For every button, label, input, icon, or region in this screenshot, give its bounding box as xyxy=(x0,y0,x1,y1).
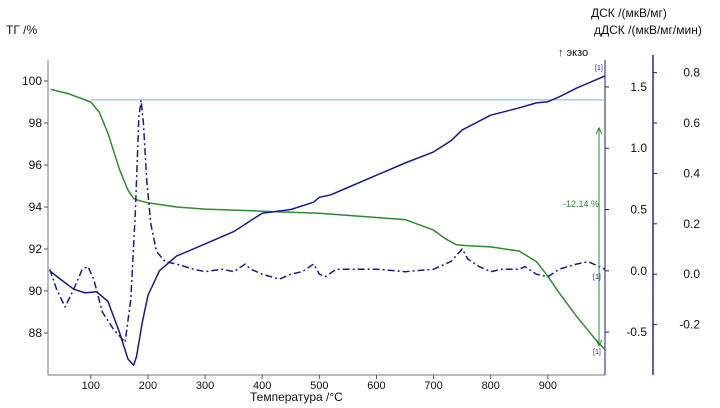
dsc-tick-label: -0.5 xyxy=(626,325,647,339)
tg-tick-label: 90 xyxy=(29,284,43,298)
dsc-tick-label: 1.0 xyxy=(630,141,647,155)
ddsc-axis-label: дДСК /(мкВ/мг/мин) xyxy=(594,23,702,37)
tg-series-line xyxy=(50,88,606,351)
tg-tick-label: 100 xyxy=(22,74,42,88)
tg-tick-label: 96 xyxy=(29,158,43,172)
ddsc-tick-label: 0.4 xyxy=(683,166,700,180)
ddsc-tick-label: 0.0 xyxy=(683,267,700,281)
x-axis-label: Температура /°C xyxy=(250,390,343,404)
x-tick-label: 400 xyxy=(253,380,271,392)
dsc-axis-label: ДСК /(мкВ/мг) xyxy=(591,6,667,20)
mass-loss-arrowhead-up xyxy=(595,126,603,135)
x-tick-label: 700 xyxy=(424,380,442,392)
ddsc-tick-label: -0.2 xyxy=(679,318,700,332)
dsc-series-line xyxy=(49,75,606,366)
dsc-tick-label: 0.5 xyxy=(630,203,647,217)
x-tick-label: 900 xyxy=(539,380,557,392)
tg-tick-label: 94 xyxy=(29,200,43,214)
tg-axis-label: ТГ /% xyxy=(6,23,37,37)
x-tick-label: 800 xyxy=(482,380,500,392)
ddsc-tick-label: 0.6 xyxy=(683,116,700,130)
curve-marker-label: [1] xyxy=(595,65,603,72)
tg-tick-label: 98 xyxy=(29,116,43,130)
x-tick-label: 600 xyxy=(367,380,385,392)
curve-marker-label: [1] xyxy=(593,349,601,356)
tg-tick-label: 88 xyxy=(29,326,43,340)
ddsc-series-line xyxy=(48,99,606,343)
mass-loss-label: -12.14 % xyxy=(563,199,599,209)
tg-tick-label: 92 xyxy=(29,242,43,256)
dsc-tick-label: 0.0 xyxy=(630,264,647,278)
ddsc-tick-label: 0.8 xyxy=(683,66,700,80)
mass-loss-arrowhead-down xyxy=(595,339,603,347)
x-tick-label: 500 xyxy=(310,380,328,392)
x-tick-label: 100 xyxy=(82,380,100,392)
x-tick-label: 300 xyxy=(196,380,214,392)
curve-marker-label: [1] xyxy=(593,274,601,281)
dsc-tick-label: 1.5 xyxy=(630,80,647,94)
exo-label: ↑ экзо xyxy=(558,47,588,59)
ddsc-tick-label: 0.2 xyxy=(683,217,700,231)
x-tick-label: 200 xyxy=(139,380,157,392)
